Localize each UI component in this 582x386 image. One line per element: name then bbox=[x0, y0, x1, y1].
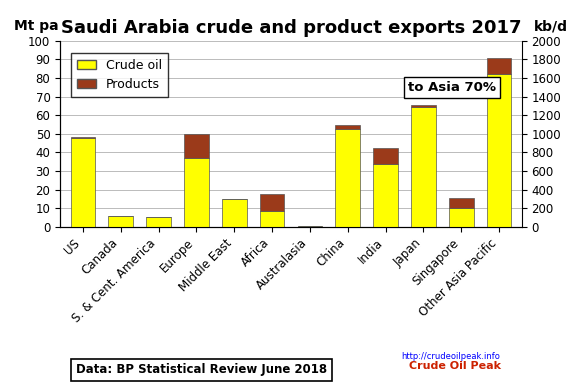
Bar bbox=[411, 107, 436, 227]
Bar bbox=[373, 148, 398, 164]
Text: http://crudeoilpeak.info: http://crudeoilpeak.info bbox=[402, 352, 501, 361]
Text: Crude Oil Peak: Crude Oil Peak bbox=[409, 361, 501, 371]
Bar bbox=[260, 194, 285, 211]
Bar bbox=[70, 139, 95, 227]
Bar bbox=[335, 125, 360, 129]
Bar bbox=[260, 211, 285, 227]
Bar bbox=[184, 134, 209, 158]
Bar bbox=[449, 208, 474, 227]
Bar bbox=[222, 199, 247, 227]
Bar bbox=[70, 137, 95, 139]
Title: Saudi Arabia crude and product exports 2017: Saudi Arabia crude and product exports 2… bbox=[61, 19, 521, 37]
Text: Data: BP Statistical Review June 2018: Data: BP Statistical Review June 2018 bbox=[76, 363, 327, 376]
Bar bbox=[184, 158, 209, 227]
Text: Mt pa: Mt pa bbox=[14, 19, 59, 34]
Bar bbox=[411, 105, 436, 107]
Bar bbox=[146, 217, 171, 227]
Bar bbox=[487, 74, 512, 227]
Bar bbox=[108, 216, 133, 227]
Bar bbox=[297, 226, 322, 227]
Bar bbox=[487, 58, 512, 74]
Text: to Asia 70%: to Asia 70% bbox=[409, 81, 496, 94]
Bar bbox=[335, 129, 360, 227]
Legend: Crude oil, Products: Crude oil, Products bbox=[71, 53, 168, 97]
Text: kb/d: kb/d bbox=[534, 19, 568, 34]
Bar bbox=[373, 164, 398, 227]
Bar bbox=[449, 198, 474, 208]
